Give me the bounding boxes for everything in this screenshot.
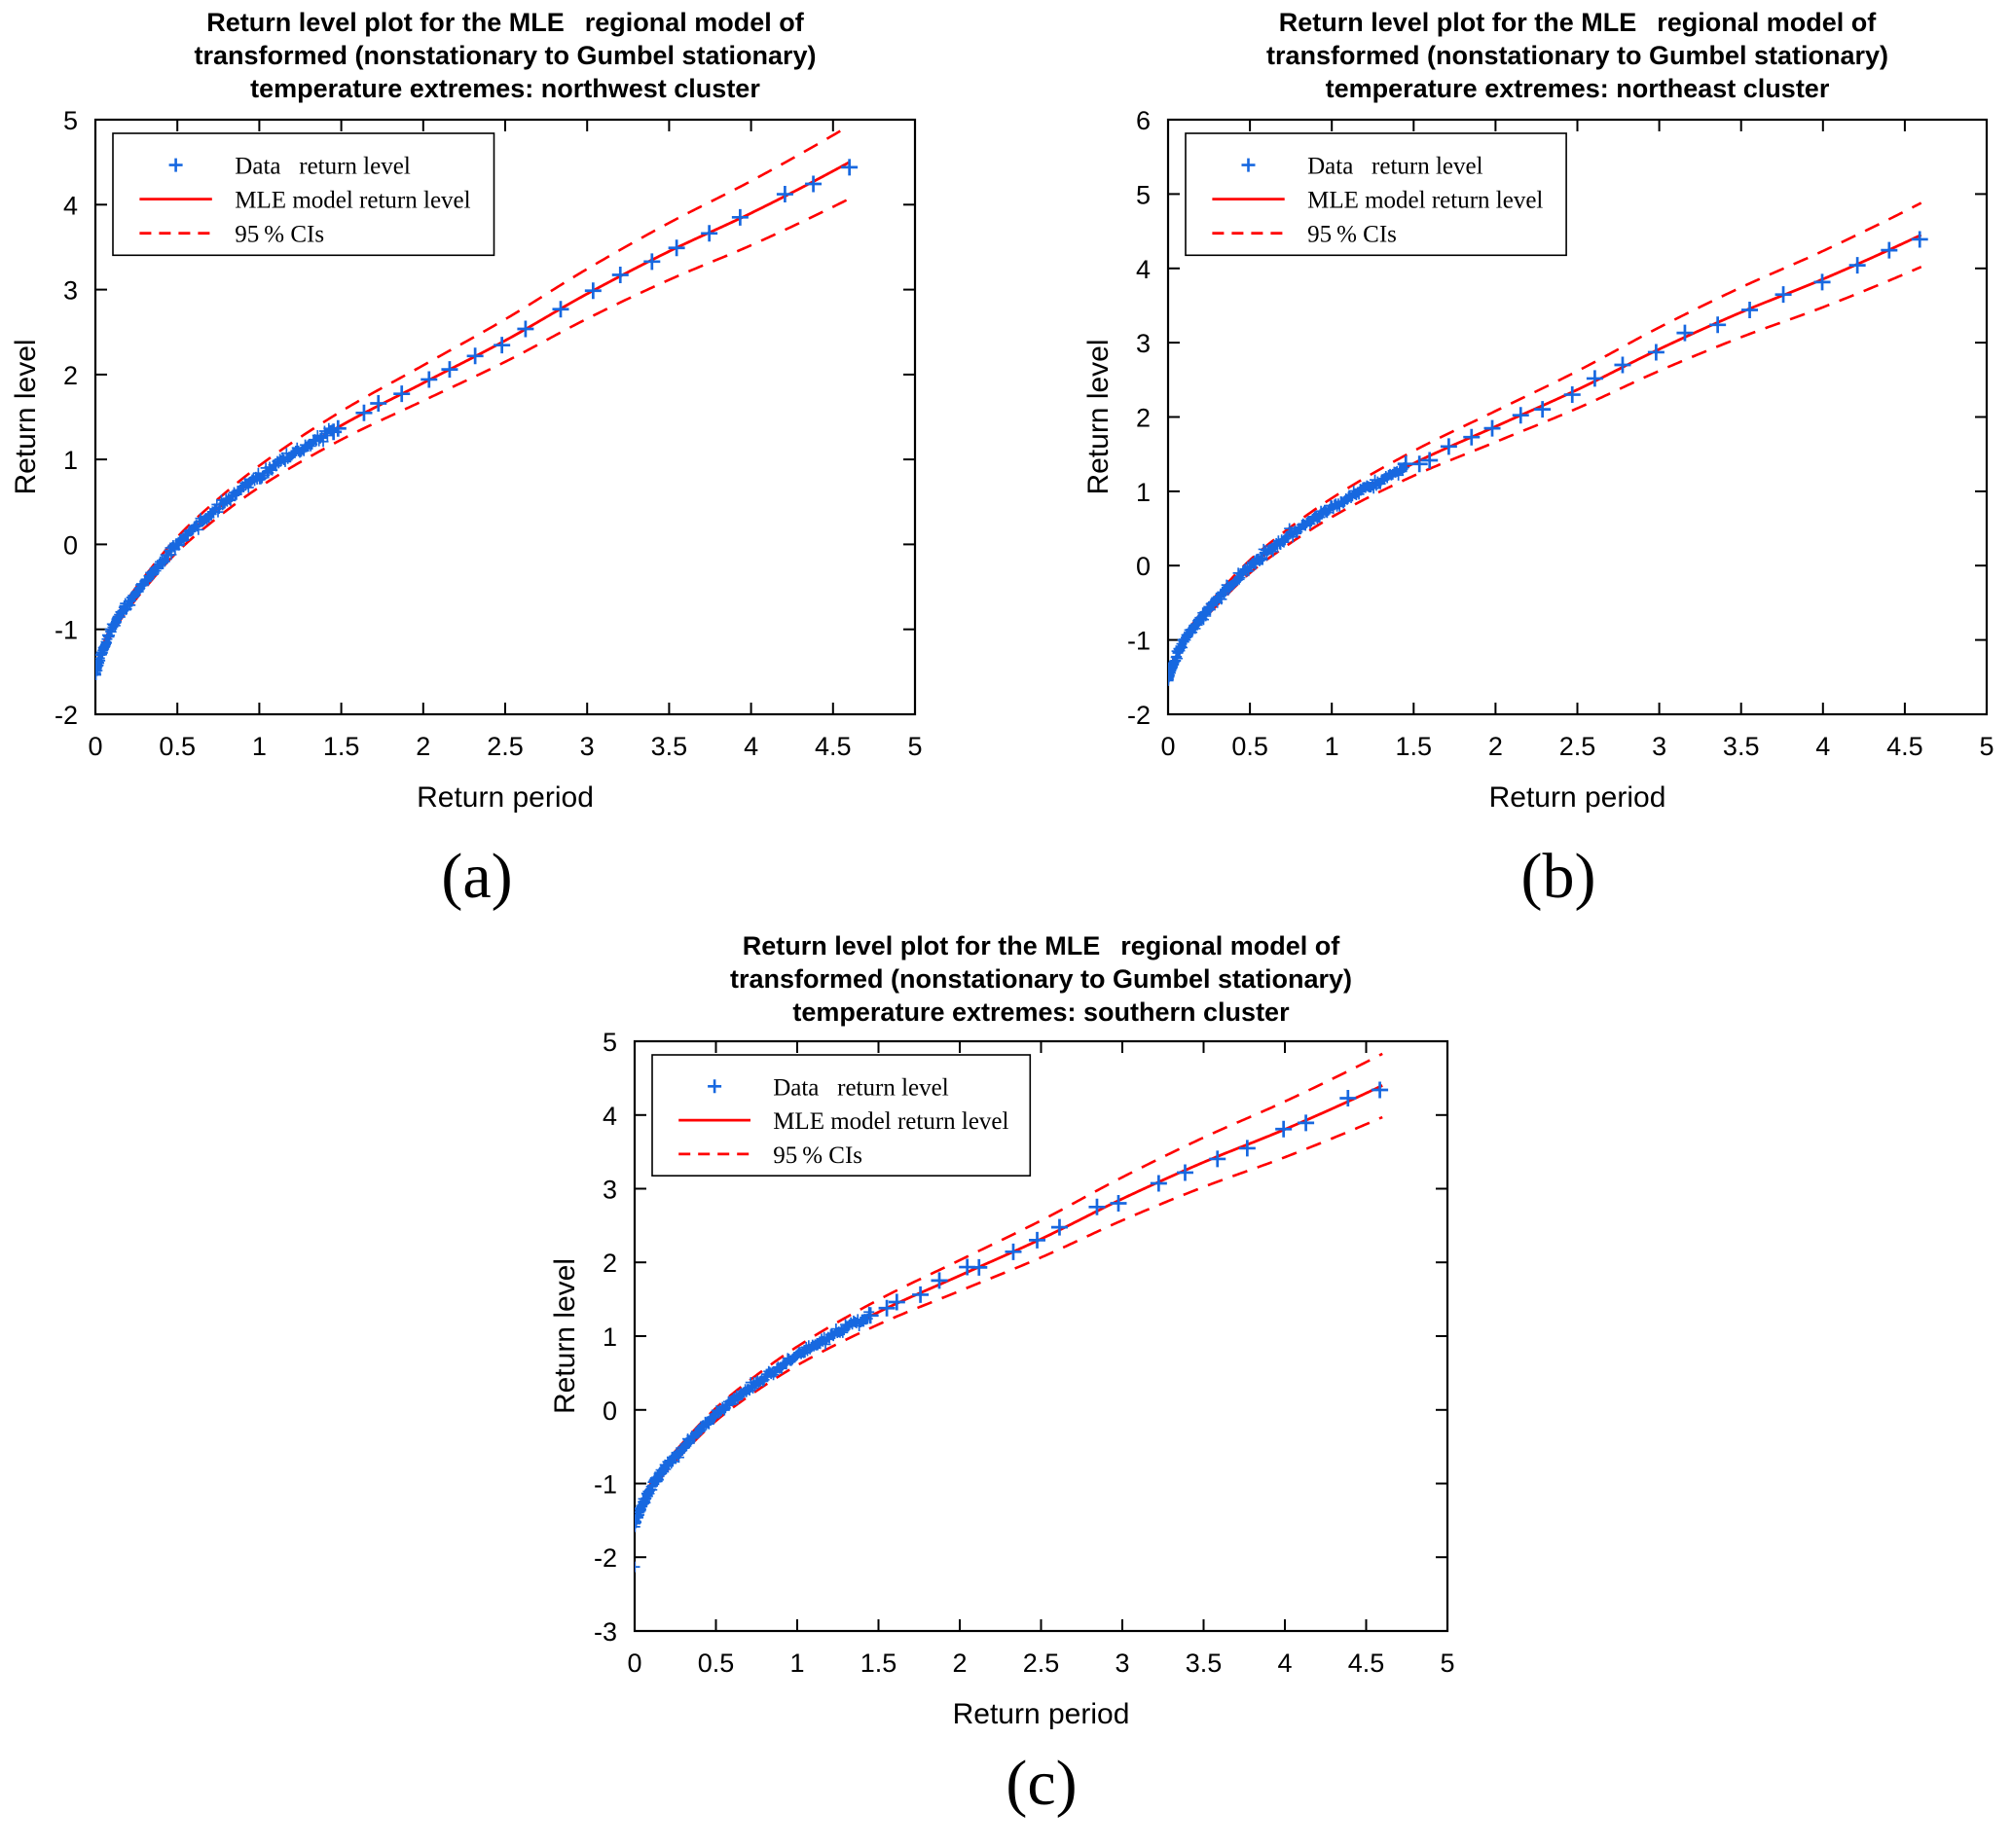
svg-text:2: 2 <box>1136 404 1151 433</box>
svg-text:3.5: 3.5 <box>1723 732 1760 761</box>
svg-text:temperature extremes: northwes: temperature extremes: northwest cluster <box>250 74 760 103</box>
svg-text:2: 2 <box>952 1649 967 1678</box>
svg-text:Data return level: Data return level <box>1307 154 1483 180</box>
svg-text:4.5: 4.5 <box>1886 732 1923 761</box>
svg-text:Data return level: Data return level <box>235 154 411 180</box>
svg-text:95 % CIs: 95 % CIs <box>1307 222 1397 248</box>
svg-text:0: 0 <box>1136 552 1151 581</box>
svg-text:Data return level: Data return level <box>773 1074 949 1101</box>
svg-text:Return level plot for the MLE: Return level plot for the MLE regional m… <box>743 931 1341 960</box>
svg-text:1.5: 1.5 <box>860 1649 897 1678</box>
svg-text:Return level: Return level <box>10 339 42 494</box>
svg-text:Return level: Return level <box>549 1258 581 1414</box>
svg-text:2.5: 2.5 <box>487 732 524 761</box>
svg-text:4.5: 4.5 <box>815 732 852 761</box>
svg-text:-1: -1 <box>594 1470 617 1500</box>
svg-text:4: 4 <box>1815 732 1830 761</box>
svg-text:1: 1 <box>789 1649 804 1678</box>
svg-text:2: 2 <box>603 1249 617 1278</box>
svg-text:Return period: Return period <box>417 781 594 814</box>
svg-text:0.5: 0.5 <box>698 1649 735 1678</box>
svg-text:3: 3 <box>1115 1649 1129 1678</box>
svg-text:1.5: 1.5 <box>1396 732 1433 761</box>
svg-text:0.5: 0.5 <box>1231 732 1268 761</box>
svg-text:3: 3 <box>1136 329 1151 358</box>
svg-text:2.5: 2.5 <box>1023 1649 1060 1678</box>
svg-text:transformed (nonstationary to: transformed (nonstationary to Gumbel sta… <box>730 964 1352 994</box>
svg-text:0: 0 <box>603 1396 617 1426</box>
svg-text:95 % CIs: 95 % CIs <box>235 222 324 248</box>
svg-text:5: 5 <box>1440 1649 1454 1678</box>
svg-text:-1: -1 <box>55 616 78 645</box>
svg-text:temperature extremes: northeas: temperature extremes: northeast cluster <box>1326 74 1830 103</box>
svg-text:0: 0 <box>627 1649 641 1678</box>
svg-text:Return period: Return period <box>953 1698 1130 1730</box>
svg-text:1.5: 1.5 <box>323 732 360 761</box>
svg-text:Return period: Return period <box>1489 781 1666 814</box>
svg-text:0: 0 <box>63 530 78 560</box>
svg-text:1: 1 <box>1325 732 1339 761</box>
svg-text:1: 1 <box>603 1323 617 1352</box>
svg-text:0: 0 <box>88 732 102 761</box>
svg-text:4: 4 <box>744 732 758 761</box>
svg-text:MLE model return level: MLE model return level <box>773 1108 1008 1135</box>
svg-text:5: 5 <box>603 1028 617 1057</box>
svg-text:transformed (nonstationary to: transformed (nonstationary to Gumbel sta… <box>194 41 816 70</box>
svg-text:3.5: 3.5 <box>1186 1649 1223 1678</box>
svg-text:3.5: 3.5 <box>651 732 688 761</box>
svg-text:-2: -2 <box>55 701 78 730</box>
svg-text:3: 3 <box>1652 732 1666 761</box>
svg-text:3: 3 <box>63 276 78 306</box>
svg-text:2: 2 <box>1488 732 1503 761</box>
svg-text:1: 1 <box>1136 478 1151 507</box>
svg-text:Return level plot for the MLE: Return level plot for the MLE regional m… <box>1279 8 1878 37</box>
svg-text:0.5: 0.5 <box>159 732 196 761</box>
svg-text:0: 0 <box>1160 732 1175 761</box>
svg-text:5: 5 <box>1136 180 1151 209</box>
svg-text:-2: -2 <box>1127 701 1151 730</box>
svg-text:5: 5 <box>907 732 922 761</box>
svg-text:MLE model return level: MLE model return level <box>235 188 470 214</box>
svg-text:-1: -1 <box>1127 627 1151 656</box>
svg-text:transformed (nonstationary to: transformed (nonstationary to Gumbel sta… <box>1266 41 1888 70</box>
svg-text:3: 3 <box>580 732 595 761</box>
svg-text:6: 6 <box>1136 106 1151 135</box>
svg-text:1: 1 <box>63 446 78 475</box>
svg-text:4: 4 <box>1136 255 1151 284</box>
svg-text:-2: -2 <box>594 1543 617 1573</box>
svg-text:1: 1 <box>252 732 267 761</box>
svg-text:3: 3 <box>603 1176 617 1205</box>
svg-text:5: 5 <box>1979 732 1994 761</box>
svg-text:Return level: Return level <box>1082 339 1115 494</box>
svg-text:2.5: 2.5 <box>1559 732 1596 761</box>
svg-text:Return level plot for the MLE: Return level plot for the MLE regional m… <box>206 8 805 37</box>
svg-text:MLE model return level: MLE model return level <box>1307 188 1543 214</box>
svg-text:95 % CIs: 95 % CIs <box>773 1142 862 1169</box>
svg-text:4: 4 <box>63 191 78 220</box>
svg-text:2: 2 <box>416 732 430 761</box>
svg-text:-3: -3 <box>594 1617 617 1647</box>
svg-text:2: 2 <box>63 361 78 390</box>
svg-text:4: 4 <box>1277 1649 1292 1678</box>
svg-text:4: 4 <box>603 1102 617 1131</box>
svg-text:5: 5 <box>63 106 78 135</box>
svg-text:temperature extremes: southern: temperature extremes: southern cluster <box>792 997 1290 1027</box>
svg-text:4.5: 4.5 <box>1348 1649 1385 1678</box>
